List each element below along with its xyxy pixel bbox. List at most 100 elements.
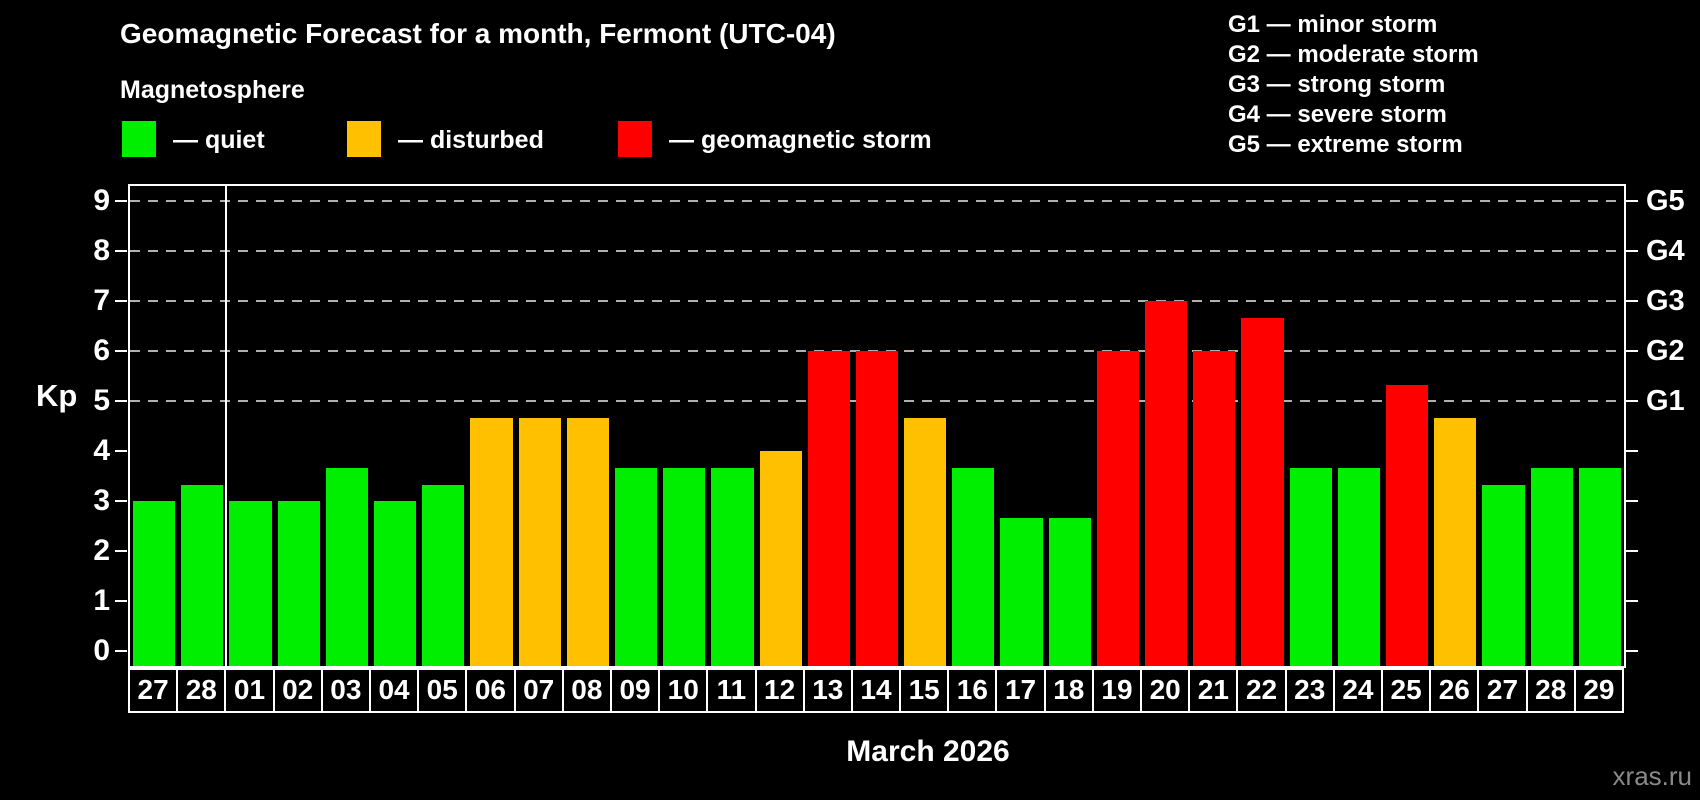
kp-bar-day-27	[133, 501, 176, 666]
y-tick-label-5: 5	[93, 384, 110, 417]
date-box-28: 28	[176, 668, 227, 713]
date-box-29: 29	[1573, 668, 1624, 713]
storm-scale-g3: G3 — strong storm	[1228, 71, 1446, 98]
storm-scale-g5: G5 — extreme storm	[1228, 131, 1463, 158]
y-tick-right-8	[1626, 250, 1638, 252]
storm-scale-g4: G4 — severe storm	[1228, 101, 1447, 128]
legend-label-storm: — geomagnetic storm	[669, 126, 932, 154]
date-box-15: 15	[899, 668, 950, 713]
y-tick-left-6	[115, 350, 127, 352]
date-box-24: 24	[1332, 668, 1384, 713]
y-tick-right-7	[1626, 300, 1638, 302]
kp-bar-day-20	[1145, 301, 1188, 666]
legend-swatch-disturbed	[347, 121, 381, 157]
g-scale-label-g5: G5	[1646, 185, 1685, 217]
date-box-27: 27	[1477, 668, 1528, 713]
kp-bar-day-05	[422, 484, 465, 666]
date-box-16: 16	[947, 668, 998, 713]
y-tick-left-0	[115, 650, 127, 652]
y-tick-right-9	[1626, 200, 1638, 202]
date-box-20: 20	[1140, 668, 1191, 713]
legend-label-disturbed: — disturbed	[398, 126, 544, 154]
kp-bar-day-15	[904, 417, 947, 666]
kp-bar-day-02	[277, 501, 320, 666]
kp-bar-day-21	[1193, 351, 1236, 666]
storm-scale-g2: G2 — moderate storm	[1228, 41, 1479, 68]
kp-bar-day-16	[952, 467, 995, 666]
kp-bar-day-28	[181, 484, 224, 666]
y-tick-label-4: 4	[93, 434, 110, 467]
date-box-18: 18	[1043, 668, 1094, 713]
kp-bar-day-10	[663, 467, 706, 666]
kp-bar-day-08	[566, 417, 609, 666]
gridline-kp7	[130, 300, 1624, 302]
kp-bar-day-19	[1096, 351, 1140, 666]
kp-bar-day-07	[518, 417, 561, 666]
kp-bar-day-23	[1289, 467, 1332, 666]
date-box-05: 05	[417, 668, 468, 713]
y-tick-right-1	[1626, 600, 1638, 602]
kp-bar-day-26	[1434, 417, 1477, 666]
date-box-14: 14	[850, 668, 902, 713]
kp-bar-day-06	[470, 417, 513, 666]
kp-bar-day-25	[1386, 384, 1429, 666]
kp-bar-day-11	[711, 467, 754, 666]
gridline-kp9	[130, 200, 1624, 202]
kp-bar-day-27	[1482, 484, 1525, 666]
gridline-kp8	[130, 250, 1624, 252]
date-box-26: 26	[1429, 668, 1480, 713]
y-tick-right-0	[1626, 650, 1638, 652]
y-tick-label-8: 8	[93, 234, 110, 267]
date-box-04: 04	[368, 668, 420, 713]
date-box-21: 21	[1188, 668, 1239, 713]
kp-bar-day-04	[373, 501, 417, 666]
y-tick-left-3	[115, 500, 127, 502]
y-tick-label-1: 1	[93, 584, 110, 617]
y-tick-label-2: 2	[93, 534, 110, 567]
legend-swatch-quiet	[122, 121, 156, 157]
month-separator-line	[225, 186, 228, 666]
date-box-08: 08	[561, 668, 612, 713]
date-box-25: 25	[1381, 668, 1432, 713]
date-box-22: 22	[1236, 668, 1287, 713]
kp-bar-day-13	[807, 351, 850, 666]
date-box-17: 17	[995, 668, 1046, 713]
legend-label-quiet: — quiet	[173, 126, 265, 154]
y-tick-right-2	[1626, 550, 1638, 552]
kp-bar-day-24	[1337, 467, 1381, 666]
g-scale-label-g3: G3	[1646, 285, 1685, 317]
y-tick-left-5	[115, 400, 127, 402]
date-box-13: 13	[802, 668, 853, 713]
g-scale-label-g1: G1	[1646, 385, 1685, 417]
watermark: xras.ru	[1612, 761, 1692, 791]
x-axis-date-row: 27 28 01 02 03 04 05 06 07 08 09 10 11 12 13 14 15 16 17 18…	[128, 668, 1626, 714]
y-tick-right-6	[1626, 350, 1638, 352]
kp-bar-day-03	[325, 467, 368, 666]
y-tick-right-4	[1626, 450, 1638, 452]
kp-bar-day-18	[1048, 517, 1091, 666]
date-box-27: 27	[128, 668, 179, 713]
legend-swatch-storm	[618, 121, 652, 157]
kp-bar-day-29	[1578, 467, 1621, 666]
date-box-01: 01	[224, 668, 275, 713]
kp-bar-day-14	[855, 351, 899, 666]
y-tick-left-1	[115, 600, 127, 602]
y-tick-label-6: 6	[93, 334, 110, 367]
y-axis-title: Kp	[36, 378, 78, 413]
date-box-23: 23	[1284, 668, 1335, 713]
y-tick-left-4	[115, 450, 127, 452]
date-box-12: 12	[754, 668, 805, 713]
date-box-10: 10	[658, 668, 709, 713]
date-box-09: 09	[609, 668, 661, 713]
g-scale-label-g2: G2	[1646, 335, 1685, 367]
plot-area	[128, 184, 1626, 668]
date-box-07: 07	[513, 668, 564, 713]
y-tick-label-7: 7	[93, 284, 110, 317]
kp-bar-day-12	[759, 451, 802, 666]
storm-scale-legend: G1 — minor storm G2 — moderate storm G3 …	[1228, 10, 1479, 160]
y-tick-right-3	[1626, 500, 1638, 502]
chart-subtitle: Magnetosphere	[120, 76, 305, 104]
y-tick-right-5	[1626, 400, 1638, 402]
date-box-06: 06	[465, 668, 516, 713]
